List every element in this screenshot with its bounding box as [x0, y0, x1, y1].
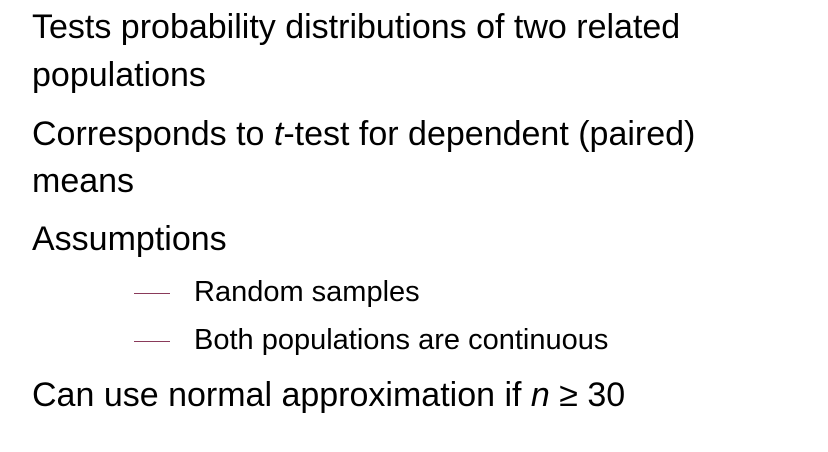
bullet-t-test-line1: Corresponds to t-test for dependent (pai…	[32, 114, 695, 154]
bullet-text: Tests probability distributions of two r…	[32, 8, 681, 46]
bullet-text: ≥ 30	[549, 376, 626, 414]
bullet-assumptions: Assumptions	[32, 219, 227, 259]
bullet-text: Corresponds to	[32, 115, 274, 153]
sub-bullet-text: Random samples	[194, 276, 420, 308]
t-variable: t	[273, 115, 284, 153]
bullet-t-test-line2: means	[32, 161, 134, 201]
sub-bullet-dash	[134, 341, 170, 342]
bullet-text: -test for dependent (paired)	[283, 115, 696, 153]
bullet-text: populations	[32, 56, 206, 94]
sub-bullet-random-samples: Random samples	[194, 275, 420, 309]
sub-bullet-continuous: Both populations are continuous	[194, 323, 608, 357]
sub-bullet-dash	[134, 293, 170, 294]
bullet-text: means	[32, 162, 135, 200]
sub-bullet-text: Both populations are continuous	[194, 324, 609, 356]
n-variable: n	[530, 376, 550, 414]
bullet-text: Can use normal approximation if	[32, 376, 531, 414]
bullet-related-populations-line2: populations	[32, 55, 206, 95]
bullet-related-populations-line1: Tests probability distributions of two r…	[32, 7, 680, 47]
bullet-text: Assumptions	[32, 220, 227, 258]
bullet-normal-approximation: Can use normal approximation if n ≥ 30	[32, 375, 625, 415]
